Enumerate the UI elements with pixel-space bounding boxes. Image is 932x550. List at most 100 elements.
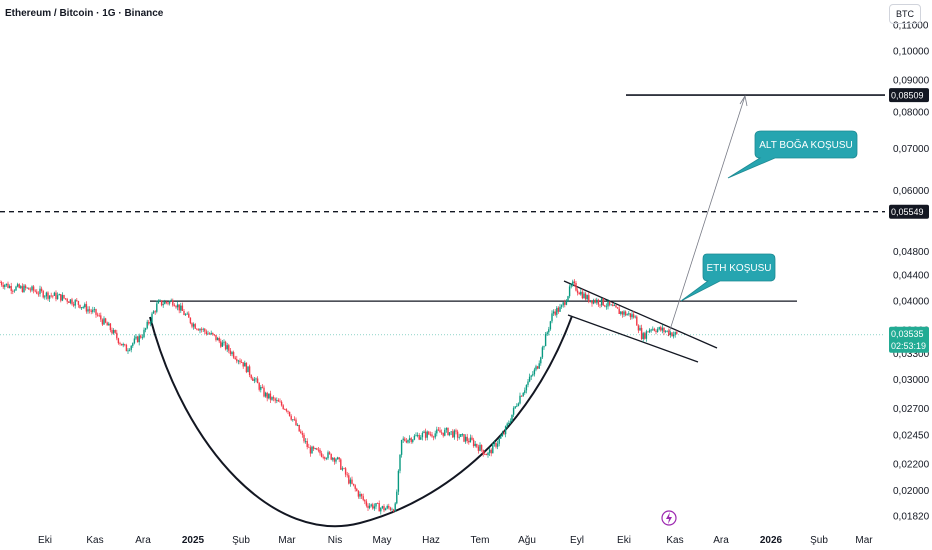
candle-body-156 xyxy=(248,366,251,375)
candle-body-301 xyxy=(480,444,483,450)
candle-body-41 xyxy=(64,298,67,300)
candle-body-162 xyxy=(258,383,260,390)
candle-body-223 xyxy=(356,488,358,491)
candle-body-264 xyxy=(421,432,424,438)
candle-body-127 xyxy=(202,328,204,330)
candle-body-45 xyxy=(71,299,73,305)
candle-body-244 xyxy=(389,507,392,510)
candle-body-246 xyxy=(392,509,395,512)
candle-body-50 xyxy=(79,304,81,308)
chart-pattern-drawings xyxy=(149,94,748,528)
candle-body-85 xyxy=(135,336,137,339)
candle-body-252 xyxy=(402,438,404,440)
candle-body-211 xyxy=(336,457,339,460)
candle-body-128 xyxy=(204,328,206,332)
candle-body-46 xyxy=(72,304,75,306)
candle-body-351 xyxy=(560,305,563,307)
candle-body-250 xyxy=(399,454,401,471)
candle-body-254 xyxy=(405,440,408,443)
candle-body-396 xyxy=(632,314,635,318)
target-badge-text: 0,08509 xyxy=(891,91,924,101)
candle-body-62 xyxy=(98,315,100,317)
candle-body-186 xyxy=(296,425,299,426)
candle-body-12 xyxy=(18,284,20,288)
x-tick-label-16: Şub xyxy=(810,535,828,546)
candle-body-393 xyxy=(628,313,630,315)
candle-body-52 xyxy=(82,307,84,308)
candle-body-24 xyxy=(37,293,40,295)
candle-body-340 xyxy=(543,346,545,348)
candle-body-20 xyxy=(31,286,33,291)
candle-body-210 xyxy=(335,459,337,462)
candle-body-413 xyxy=(660,327,662,331)
time-axis[interactable]: Eki Kas Ara 2025 Şub Mar Nis May Haz Tem Ağu Eyl Eki… xyxy=(38,535,873,546)
candle-body-353 xyxy=(564,302,566,305)
candle-body-69 xyxy=(109,323,112,331)
candle-body-217 xyxy=(346,474,348,476)
candle-body-33 xyxy=(52,295,54,297)
candle-body-229 xyxy=(365,501,368,506)
candle-body-64 xyxy=(101,319,104,325)
candle-body-291 xyxy=(464,436,467,442)
candle-body-232 xyxy=(370,504,372,506)
candle-body-379 xyxy=(605,306,608,308)
candle-body-337 xyxy=(538,363,540,369)
candle-body-197 xyxy=(314,448,316,449)
dashed-level-badge-text: 0,05549 xyxy=(891,207,924,217)
candle-body-363 xyxy=(580,291,582,295)
candle-body-383 xyxy=(612,304,614,306)
candle-body-192 xyxy=(306,441,308,447)
candle-body-17 xyxy=(26,287,28,289)
x-tick-label-15: 2026 xyxy=(760,535,783,546)
candle-body-288 xyxy=(460,434,462,437)
lightning-icon[interactable] xyxy=(661,510,677,526)
candle-body-400 xyxy=(639,327,641,331)
y-tick-label-16: 0,01820 xyxy=(893,512,930,523)
currency-selector[interactable]: BTC xyxy=(889,4,921,24)
candle-body-226 xyxy=(360,494,363,497)
candle-body-164 xyxy=(261,387,264,388)
candle-body-408 xyxy=(652,328,654,330)
price-badges: 0,08509 0,05549 0,03535 02:53:19 xyxy=(889,88,929,353)
candle-body-395 xyxy=(631,314,633,318)
candle-body-204 xyxy=(325,458,328,459)
candle-body-116 xyxy=(184,314,187,316)
candle-body-63 xyxy=(100,315,102,320)
candle-body-294 xyxy=(469,437,472,443)
candle-body-172 xyxy=(274,398,276,401)
candle-body-125 xyxy=(199,329,201,331)
candle-body-191 xyxy=(304,441,307,442)
candle-body-266 xyxy=(424,431,427,438)
alt-bull-callout-box xyxy=(727,130,858,179)
candle-body-198 xyxy=(316,448,318,450)
candle-body-350 xyxy=(559,306,561,312)
candle-body-96 xyxy=(152,311,155,314)
candle-body-25 xyxy=(39,288,41,294)
candle-body-68 xyxy=(108,323,110,326)
candle-body-334 xyxy=(533,369,536,375)
candle-body-219 xyxy=(349,479,352,484)
candle-body-397 xyxy=(634,316,636,318)
candle-body-221 xyxy=(352,483,355,486)
candle-body-335 xyxy=(535,366,537,370)
candle-body-213 xyxy=(340,459,342,470)
candle-body-299 xyxy=(477,446,480,451)
candle-body-130 xyxy=(207,333,209,335)
y-tick-label-14: 0,02200 xyxy=(893,460,930,471)
candle-body-120 xyxy=(191,323,193,327)
candle-body-258 xyxy=(412,439,414,442)
candle-body-374 xyxy=(597,299,600,305)
candle-body-143 xyxy=(228,345,230,351)
candle-body-327 xyxy=(522,393,524,397)
candle-body-185 xyxy=(295,419,297,426)
candle-body-249 xyxy=(397,470,400,492)
candle-body-272 xyxy=(434,433,436,438)
candle-body-312 xyxy=(498,438,500,444)
candle-body-370 xyxy=(591,300,593,304)
candle-body-158 xyxy=(252,378,254,381)
candle-body-338 xyxy=(540,357,542,364)
candle-body-382 xyxy=(610,304,612,306)
candle-body-241 xyxy=(384,508,387,511)
chart-title: Ethereum / Bitcoin · 1G · Binance xyxy=(5,8,164,19)
